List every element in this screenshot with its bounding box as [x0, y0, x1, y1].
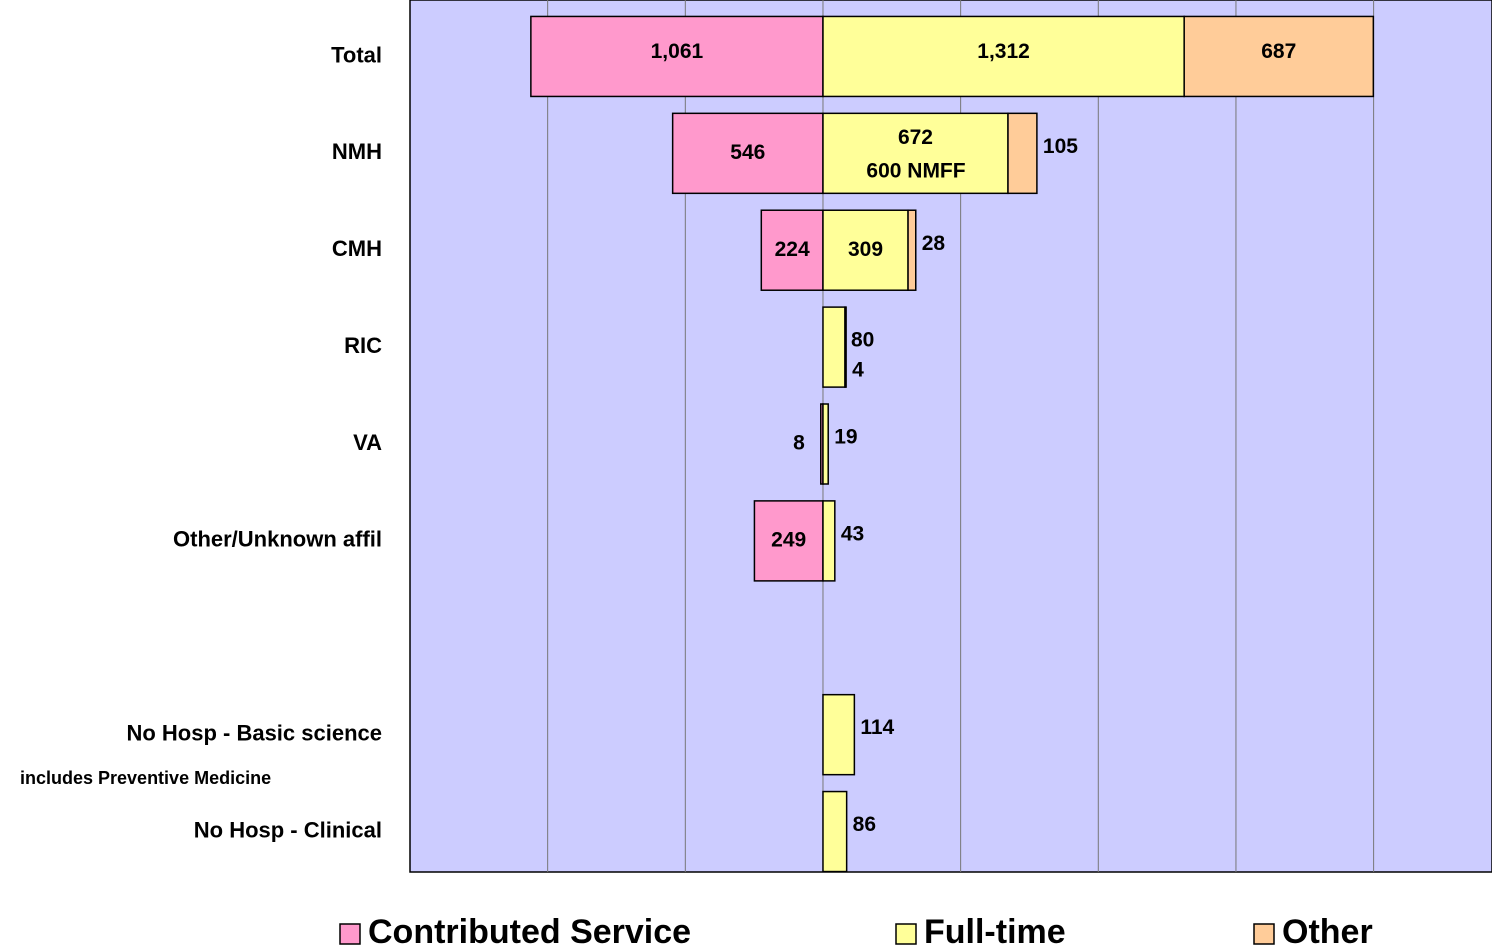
bar-segment: [822, 693, 856, 776]
bar-segment: [822, 500, 836, 582]
annotation: includes Preventive Medicine: [20, 768, 271, 788]
value-label: 687: [1261, 40, 1296, 63]
value-label: 4: [852, 359, 864, 382]
category-label: No Hosp - Clinical: [194, 817, 382, 842]
bar-segment: [822, 15, 1185, 98]
legend-swatch: [895, 923, 917, 945]
legend-swatch: [339, 923, 361, 945]
value-label: 43: [841, 522, 864, 545]
value-label: 8: [793, 432, 805, 455]
category-label: VA: [353, 430, 382, 455]
legend-label: Other: [1282, 913, 1373, 951]
bar-segment: [822, 790, 848, 873]
bar-segment: [1183, 15, 1375, 98]
bar-segment: [907, 209, 917, 291]
category-label: Total: [331, 42, 382, 67]
bar-segment: [822, 403, 829, 485]
value-label: 80: [851, 329, 874, 352]
bar-segment: [1007, 112, 1038, 195]
category-label: RIC: [344, 333, 382, 358]
value-label: 105: [1043, 135, 1078, 158]
value-label: 672: [898, 126, 933, 149]
bar-segment: [671, 112, 824, 195]
bar-segment: [822, 112, 1009, 195]
value-label: 224: [775, 238, 810, 261]
bars: 1,061 1,312 687 546 672 105 224 309 28 80 4 8 19 249 4…: [530, 15, 1375, 873]
bar-segment: [760, 209, 824, 291]
bar-segment: [753, 500, 824, 582]
value-label: 1,312: [977, 40, 1030, 63]
legend-label: Full-time: [924, 913, 1066, 951]
bar-segment: [822, 306, 846, 388]
category-label: No Hosp - Basic science: [126, 720, 382, 745]
bar-segment: [844, 306, 847, 388]
category-label: CMH: [332, 236, 382, 261]
value-label: 19: [834, 426, 857, 449]
value-label: 1,061: [651, 40, 704, 63]
bar-segment: [530, 15, 824, 98]
value-label: 546: [730, 141, 765, 164]
value-label: 28: [922, 232, 946, 255]
value-label: 309: [848, 238, 883, 261]
legend-label: Contributed Service: [368, 913, 691, 951]
value-label: 114: [860, 716, 894, 739]
category-label: NMH: [332, 139, 382, 164]
value-label: 86: [853, 813, 876, 836]
annotation: 600 NMFF: [866, 160, 965, 183]
value-label: 249: [771, 528, 806, 551]
legend-swatch: [1253, 923, 1275, 945]
category-label: Other/Unknown affil: [173, 527, 382, 552]
